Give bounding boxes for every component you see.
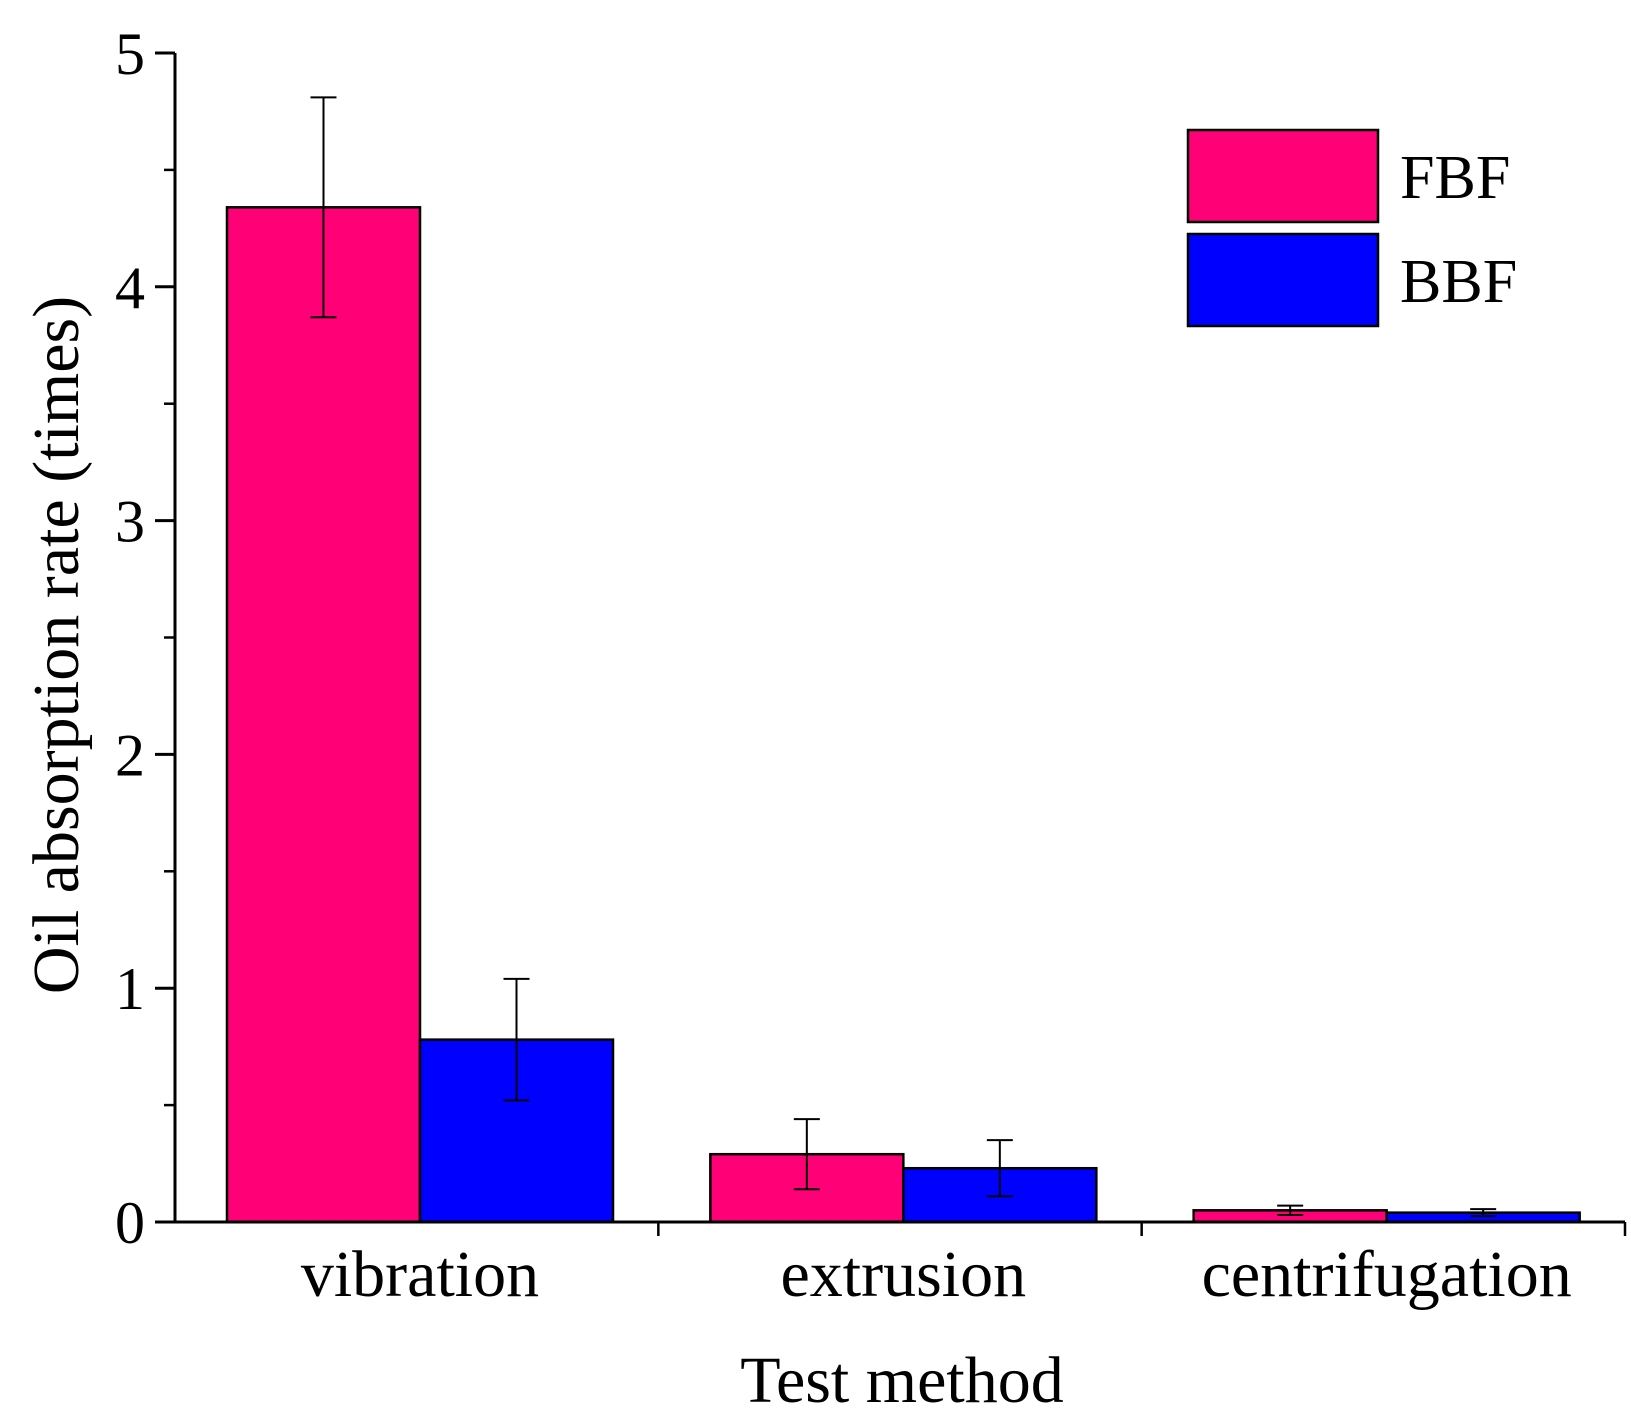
legend: FBF BBF — [1186, 128, 1517, 328]
y-tick-label: 4 — [115, 255, 145, 321]
legend-label-bbf: BBF — [1400, 248, 1517, 316]
bar-fbf-vibration — [225, 206, 422, 1224]
x-category-labels: vibration extrusion centrifugation — [301, 1238, 1572, 1311]
y-tick-label: 2 — [115, 722, 145, 788]
x-tick-label-vibration: vibration — [301, 1238, 539, 1311]
legend-label-fbf: FBF — [1400, 144, 1510, 212]
axes — [155, 51, 1627, 1236]
x-axis-title: Test method — [740, 1344, 1064, 1416]
y-tick-labels: 0 1 2 3 4 5 — [115, 21, 145, 1256]
legend-swatch-bbf — [1186, 232, 1380, 328]
legend-swatch-fbf — [1186, 128, 1380, 224]
error-bars-layer — [310, 96, 1497, 1218]
bars-layer — [225, 206, 1581, 1224]
x-tick-label-centrifugation: centrifugation — [1202, 1238, 1572, 1311]
y-tick-label: 5 — [115, 21, 145, 87]
y-tick-label: 3 — [115, 489, 145, 555]
y-tick-label: 1 — [115, 956, 145, 1022]
y-axis-title: Oil absorption rate (times) — [20, 296, 93, 994]
y-tick-label: 0 — [115, 1190, 145, 1256]
x-tick-label-extrusion: extrusion — [781, 1238, 1027, 1311]
